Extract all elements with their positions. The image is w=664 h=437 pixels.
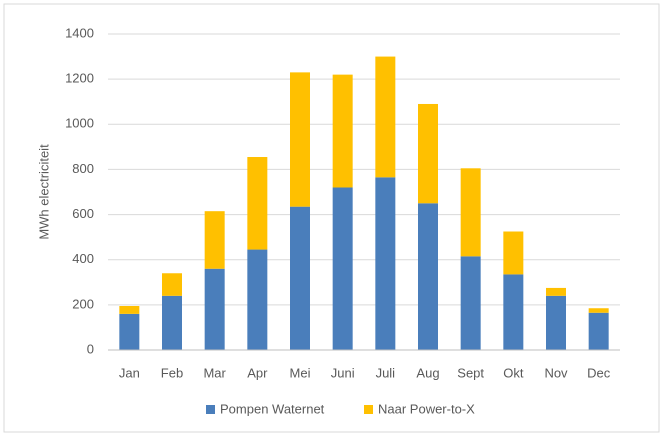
bar-segment xyxy=(375,56,396,178)
legend-swatch xyxy=(364,405,373,414)
x-tick-label: Apr xyxy=(247,365,268,380)
bar-segment xyxy=(503,231,524,275)
legend-label: Pompen Waternet xyxy=(220,401,325,416)
y-tick-label: 400 xyxy=(72,251,94,266)
x-tick-label: Nov xyxy=(544,365,568,380)
bar-segment xyxy=(119,313,140,350)
bar-segment xyxy=(290,72,310,207)
x-tick-label: Aug xyxy=(416,365,439,380)
y-axis-label: MWh electriciteit xyxy=(36,144,51,240)
y-tick-label: 1400 xyxy=(65,25,94,40)
bar-segment xyxy=(546,295,566,350)
bar-segment xyxy=(290,206,310,350)
bar-segment xyxy=(418,203,438,350)
x-tick-label: Juni xyxy=(331,365,355,380)
y-tick-label: 800 xyxy=(72,161,94,176)
bar-segment xyxy=(332,187,353,350)
bar-segment xyxy=(546,287,566,296)
bar-segment xyxy=(375,177,396,350)
bar-segment xyxy=(119,305,140,314)
bar-segment xyxy=(588,312,609,350)
x-tick-label: Jan xyxy=(119,365,140,380)
x-tick-label: Mar xyxy=(203,365,226,380)
bar-segment xyxy=(503,274,524,350)
bar-segment xyxy=(204,211,225,269)
chart-border xyxy=(3,3,660,433)
bar-segment xyxy=(247,157,268,250)
bar-segment xyxy=(418,103,438,204)
bar-segment xyxy=(247,249,268,350)
y-tick-label: 1200 xyxy=(65,71,94,86)
bar-segment xyxy=(588,308,609,313)
x-tick-label: Juli xyxy=(376,365,396,380)
bar-segment xyxy=(460,168,481,257)
legend-swatch xyxy=(206,405,215,414)
y-tick-label: 0 xyxy=(87,341,94,356)
legend-label: Naar Power-to-X xyxy=(378,401,475,416)
bar-segment xyxy=(162,273,182,296)
y-tick-label: 600 xyxy=(72,206,94,221)
bar-segment xyxy=(162,295,182,350)
bar-segment xyxy=(204,268,225,350)
x-tick-label: Feb xyxy=(161,365,183,380)
x-tick-label: Mei xyxy=(290,365,311,380)
x-tick-label: Dec xyxy=(587,365,611,380)
x-tick-label: Sept xyxy=(457,365,484,380)
bar-segment xyxy=(460,256,481,350)
y-tick-label: 1000 xyxy=(65,116,94,131)
y-tick-label: 200 xyxy=(72,296,94,311)
bar-segment xyxy=(332,74,353,188)
x-tick-label: Okt xyxy=(503,365,524,380)
